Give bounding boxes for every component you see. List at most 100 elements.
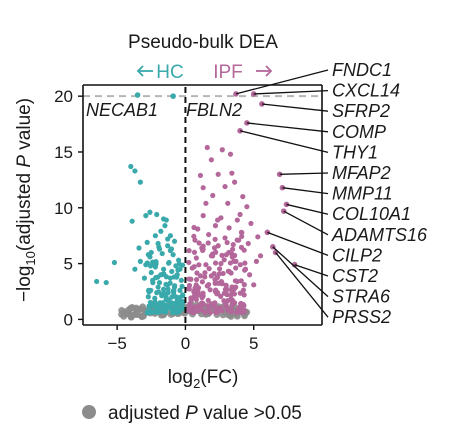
ipf-point bbox=[245, 240, 251, 247]
ipf-point bbox=[206, 231, 212, 238]
hc-point bbox=[137, 179, 143, 185]
ipf-point bbox=[213, 249, 219, 255]
leader-line bbox=[275, 252, 329, 318]
ipf-point bbox=[195, 285, 202, 291]
leader-line bbox=[261, 103, 329, 112]
ipf-gene-label: COMP bbox=[332, 122, 386, 142]
ipf-point bbox=[191, 264, 197, 270]
ipf-point bbox=[207, 309, 214, 316]
ipf-point bbox=[213, 304, 219, 311]
hc-point bbox=[132, 266, 138, 272]
leader-line bbox=[235, 69, 329, 95]
hc-point bbox=[160, 266, 167, 272]
ipf-point bbox=[208, 157, 214, 163]
ipf-point bbox=[220, 270, 226, 277]
hc-point bbox=[137, 258, 143, 264]
leader-line bbox=[286, 203, 329, 215]
hc-point bbox=[170, 252, 176, 258]
ipf-point bbox=[219, 308, 225, 314]
ipf-point bbox=[211, 245, 218, 251]
ipf-point bbox=[213, 287, 219, 293]
ipf-point bbox=[234, 217, 240, 223]
ipf-gene-label: CST2 bbox=[332, 266, 378, 286]
ipf-point bbox=[255, 234, 261, 240]
leader-line bbox=[272, 246, 329, 298]
hc-point bbox=[163, 217, 169, 223]
hc-point bbox=[177, 287, 183, 293]
leader-line bbox=[279, 172, 329, 175]
leader-line bbox=[283, 210, 329, 236]
ipf-point bbox=[203, 200, 209, 206]
ipf-point bbox=[197, 172, 204, 179]
x-tick-label: 0 bbox=[181, 334, 190, 353]
ipf-point bbox=[202, 274, 208, 280]
hc-point bbox=[136, 245, 142, 251]
ipf-point bbox=[231, 179, 238, 185]
hc-point bbox=[144, 239, 150, 245]
ipf-point bbox=[239, 233, 245, 240]
ipf-point bbox=[200, 290, 206, 296]
hc-point bbox=[157, 300, 163, 306]
ipf-point bbox=[232, 278, 238, 284]
hc-point bbox=[158, 228, 164, 234]
ipf-point bbox=[237, 262, 243, 268]
x-axis-label: log2(FC) bbox=[168, 367, 239, 391]
ipf-point bbox=[212, 236, 218, 242]
leader-line bbox=[294, 264, 329, 277]
ipf-point bbox=[213, 309, 219, 316]
ipf-point bbox=[242, 267, 248, 273]
ipf-point bbox=[248, 220, 254, 227]
ipf-gene-label: CILP2 bbox=[332, 245, 382, 265]
ipf-point bbox=[253, 258, 260, 264]
hc-top-point bbox=[170, 93, 176, 99]
ipf-point bbox=[232, 252, 238, 259]
ipf-point bbox=[196, 240, 202, 246]
ipf-point bbox=[231, 286, 237, 292]
ipf-point bbox=[231, 258, 237, 264]
hc-point bbox=[160, 271, 166, 278]
ipf-point bbox=[215, 217, 221, 223]
leader-line bbox=[253, 89, 329, 95]
hc-point bbox=[168, 304, 174, 310]
ipf-point bbox=[212, 300, 218, 306]
ipf-point bbox=[191, 249, 198, 255]
hc-point bbox=[94, 278, 100, 285]
ipf-gene-label: MFAP2 bbox=[332, 163, 391, 183]
ipf-point bbox=[196, 262, 202, 268]
ipf-point bbox=[191, 308, 198, 314]
left-arrow-icon bbox=[136, 65, 153, 77]
hc-point bbox=[156, 279, 163, 286]
hc-point bbox=[160, 291, 166, 297]
hc-point bbox=[152, 302, 159, 308]
ipf-point bbox=[206, 281, 212, 288]
ipf-point bbox=[193, 277, 200, 283]
ipf-point bbox=[228, 292, 234, 299]
chart-title: Pseudo-bulk DEA bbox=[128, 32, 278, 53]
ipf-point bbox=[203, 262, 209, 268]
legend: adjusted P value >0.05 bbox=[82, 403, 302, 424]
hc-point bbox=[178, 277, 184, 283]
leader-line bbox=[282, 187, 329, 195]
hc-top-point bbox=[134, 92, 141, 98]
hc-point bbox=[172, 283, 178, 289]
y-tick-label: 5 bbox=[64, 255, 73, 274]
ipf-gene-label: SFRP2 bbox=[332, 101, 390, 121]
ipf-point bbox=[234, 310, 240, 316]
nonsig-point bbox=[128, 312, 136, 320]
ipf-point bbox=[217, 266, 223, 272]
ipf-point bbox=[247, 272, 253, 278]
ipf-point bbox=[196, 292, 202, 298]
hc-point bbox=[148, 269, 154, 276]
ipf-point bbox=[239, 309, 245, 316]
hc-point bbox=[152, 233, 158, 239]
hc-point bbox=[165, 297, 172, 303]
hc-point bbox=[163, 281, 169, 288]
ipf-point bbox=[210, 192, 216, 199]
ipf-point bbox=[186, 248, 192, 254]
ipf-point bbox=[204, 144, 210, 151]
hc-point bbox=[165, 286, 171, 292]
ipf-point bbox=[206, 266, 212, 272]
hc-point bbox=[179, 283, 185, 289]
hc-gene-label: FBLN2 bbox=[186, 100, 242, 120]
hc-point bbox=[103, 279, 109, 286]
